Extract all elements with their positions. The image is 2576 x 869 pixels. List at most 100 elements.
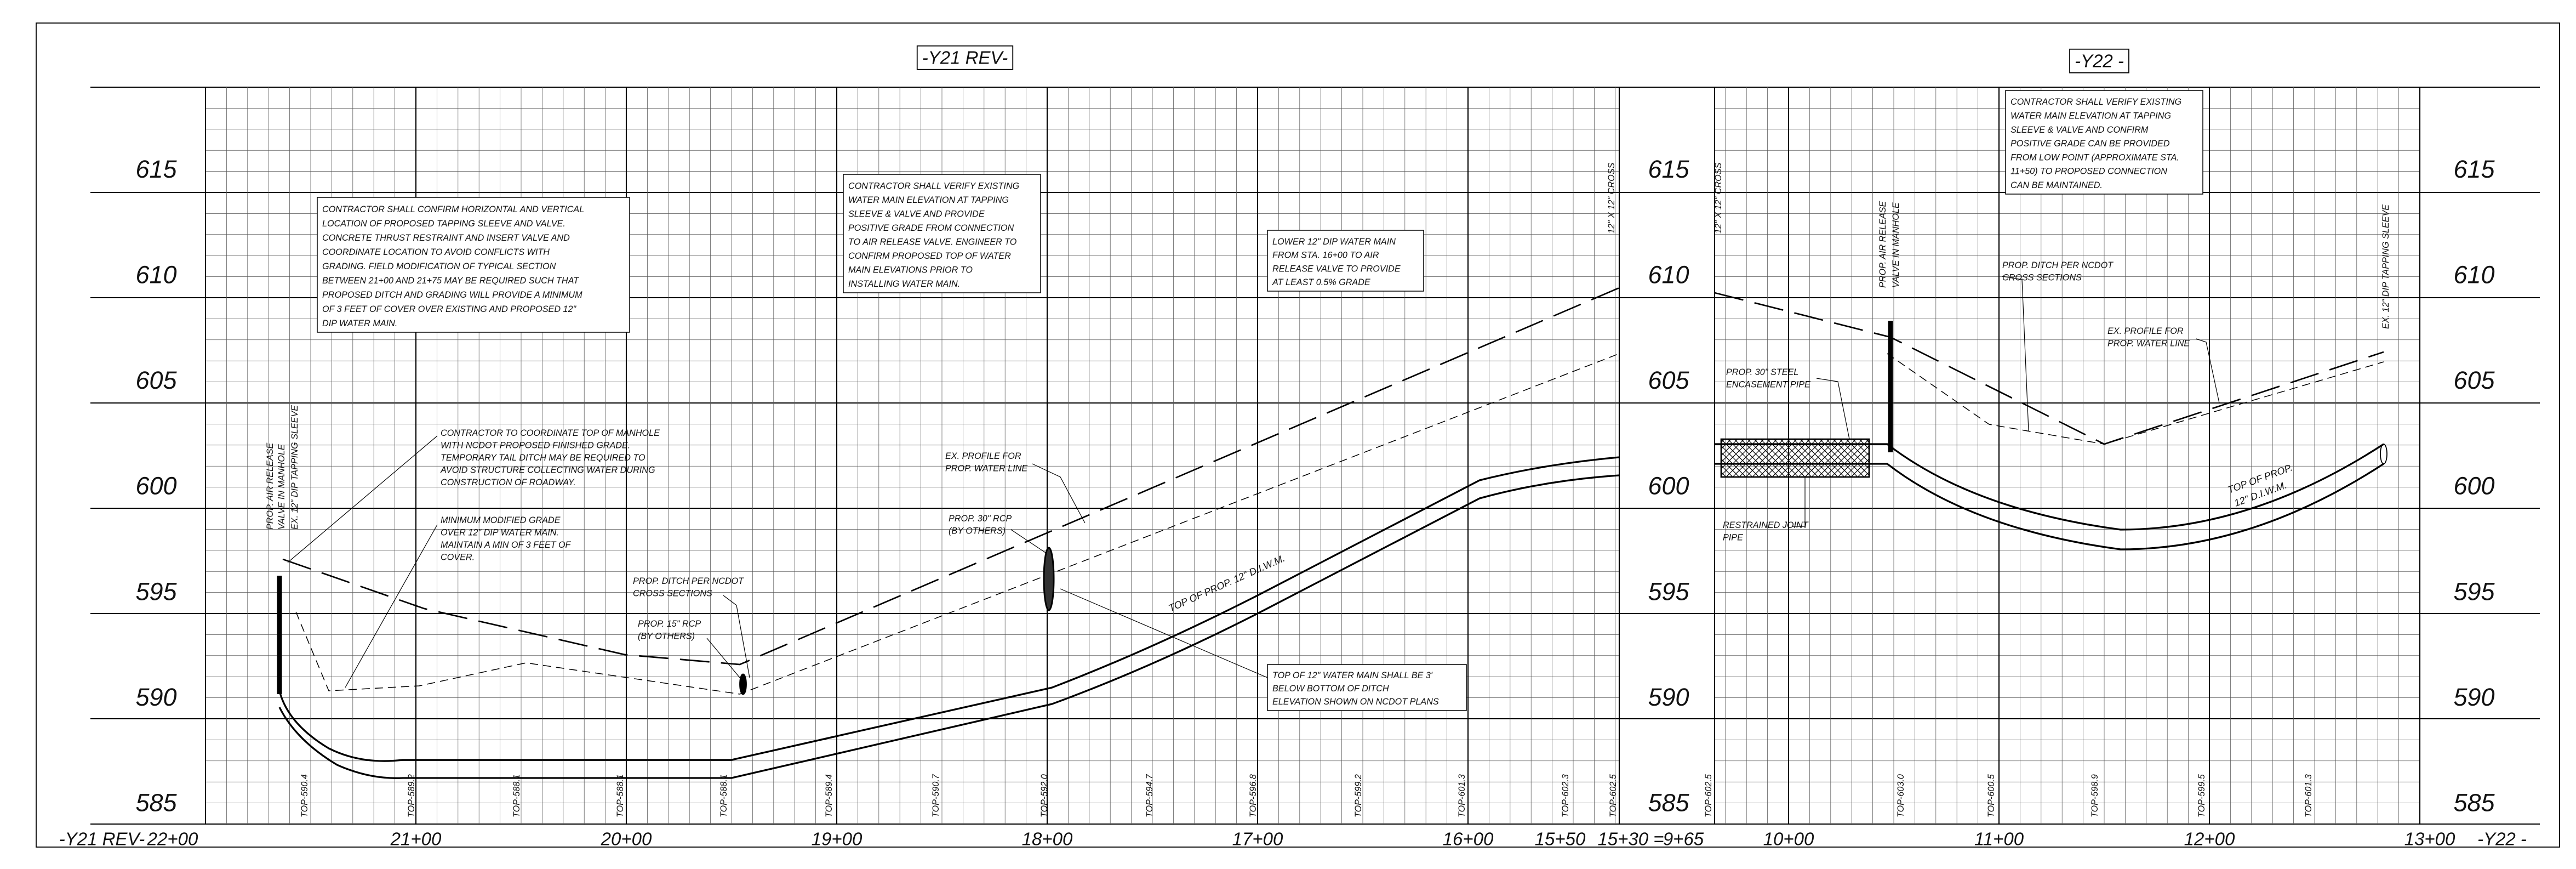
- note-line: CONTRACTOR SHALL VERIFY EXISTING: [848, 181, 1019, 191]
- top-elevation-label: TOP-602.3: [1561, 774, 1570, 817]
- note-line: PROPOSED DITCH AND GRADING WILL PROVIDE …: [322, 290, 582, 300]
- station-label: 9+65: [1663, 829, 1704, 849]
- callout-line: PROP. 30" RCP: [949, 514, 1012, 524]
- callout-line: COVER.: [441, 553, 475, 563]
- annotations: -Y21 REV- -Y22 - 615 610 605 600 595 590 585 615 6…: [59, 46, 2527, 849]
- station-label: -Y22 -: [2477, 829, 2527, 849]
- elevation-label: 605: [135, 366, 177, 394]
- elevation-label: 595: [135, 577, 177, 605]
- callout-line: PROP. DITCH PER NCDOT: [633, 576, 744, 586]
- note-line: FROM LOW POINT (APPROXIMATE STA.: [2010, 152, 2179, 162]
- callout-line: TEMPORARY TAIL DITCH MAY BE REQUIRED TO: [441, 453, 646, 463]
- top-elevation-label: TOP-592.0: [1039, 774, 1049, 817]
- leader: [1792, 477, 1805, 526]
- vertical-label: EX. 12" DIP TAPPING SLEEVE: [2381, 205, 2391, 329]
- vertical-label: PROP. AIR RELEASE: [265, 442, 275, 530]
- top-elevation-label: TOP-602.5: [1608, 774, 1618, 817]
- top-elevation-label: TOP-589.4: [824, 774, 834, 817]
- elevation-label: 585: [1648, 788, 1689, 816]
- station-label: 10+00: [1763, 829, 1814, 849]
- station-label: 16+00: [1443, 829, 1494, 849]
- note-line: TOP OF 12" WATER MAIN SHALL BE 3': [1272, 671, 1433, 680]
- drawing: -Y21 REV- -Y22 - 615 610 605 600 595 590 585 615 6…: [36, 23, 2560, 849]
- top-elevation-label: TOP-590.4: [300, 774, 310, 817]
- elevation-label: 590: [135, 683, 176, 711]
- callout-line: WITH NCDOT PROPOSED FINISHED GRADE.: [441, 441, 630, 451]
- leader: [1011, 530, 1046, 553]
- vertical-label: VALVE IN MANHOLE: [277, 444, 287, 530]
- leader: [723, 595, 750, 678]
- note-line: CAN BE MAINTAINED.: [2010, 180, 2103, 190]
- top-elevation-label: TOP-588.1: [615, 774, 625, 817]
- top-elevation-label: TOP-601.3: [2304, 774, 2314, 817]
- elevation-label: 615: [2453, 155, 2495, 183]
- note-line: OF 3 FEET OF COVER OVER EXISTING AND PRO…: [322, 304, 577, 314]
- callout-line: RESTRAINED JOINT: [1723, 520, 1809, 530]
- note-line: CONTRACTOR SHALL VERIFY EXISTING: [2010, 97, 2181, 107]
- callout-line: OVER 12" DIP WATER MAIN.: [441, 528, 559, 538]
- top-elevation-label: TOP-601.3: [1457, 774, 1467, 817]
- elevation-label: 610: [2453, 260, 2494, 288]
- vertical-label: 12" X 12" CROSS: [1607, 162, 1617, 234]
- rcp-30: [1044, 548, 1054, 610]
- top-elevation-label: TOP-588.1: [512, 774, 522, 817]
- elevation-label: 610: [135, 260, 176, 288]
- top-elevation-label: TOP-599.5: [2197, 774, 2207, 817]
- elevation-label: 610: [1648, 260, 1689, 288]
- callout-line: PROP. 30" STEEL: [1726, 367, 1798, 377]
- callout-line: CROSS SECTIONS: [2002, 273, 2082, 283]
- leader: [707, 638, 740, 678]
- top-elevation-label: TOP-598.9: [2090, 774, 2100, 817]
- station-label: 22+00: [147, 829, 198, 849]
- station-label: 15+50: [1535, 829, 1586, 849]
- note-line: ELEVATION SHOWN ON NCDOT PLANS: [1272, 697, 1439, 707]
- leader: [345, 525, 437, 688]
- note-line: CONTRACTOR SHALL CONFIRM HORIZONTAL AND …: [322, 205, 584, 214]
- steel-encasement: [1721, 439, 1869, 477]
- note-line: SLEEVE & VALVE AND PROVIDE: [848, 209, 985, 219]
- top-elevation-label: TOP-596.8: [1248, 774, 1258, 817]
- callout-line: AVOID STRUCTURE COLLECTING WATER DURING: [440, 465, 655, 475]
- note-line: 11+50) TO PROPOSED CONNECTION: [2010, 167, 2167, 177]
- vertical-label: VALVE IN MANHOLE: [1891, 202, 1901, 288]
- proposed-ditch: [1887, 354, 2384, 444]
- station-label: 20+00: [601, 829, 652, 849]
- section-title: -Y22 -: [2075, 51, 2124, 71]
- note-line: CONFIRM PROPOSED TOP OF WATER: [848, 251, 1011, 261]
- existing-profile: [1715, 293, 2384, 444]
- top-elevation-label: TOP-603.0: [1896, 774, 1906, 817]
- callout-line: (BY OTHERS): [949, 526, 1006, 536]
- callout-line: PROP. 15" RCP: [638, 619, 701, 629]
- callout-line: MAINTAIN A MIN OF 3 FEET OF: [441, 540, 572, 550]
- callout-line: EX. PROFILE FOR: [945, 451, 1021, 461]
- elevation-label: 585: [135, 788, 177, 816]
- callout-line: CONSTRUCTION OF ROADWAY.: [441, 478, 576, 487]
- note-line: POSITIVE GRADE FROM CONNECTION: [848, 223, 1014, 233]
- note-line: FROM STA. 16+00 TO AIR: [1272, 251, 1379, 260]
- station-label: 21+00: [390, 829, 442, 849]
- callout-line: ENCASEMENT PIPE: [1726, 380, 1810, 390]
- callout-line: MINIMUM MODIFIED GRADE: [441, 515, 561, 525]
- callout-line: PIPE: [1723, 533, 1743, 543]
- leader: [2002, 276, 2029, 431]
- section-title: -Y21 REV-: [922, 48, 1008, 68]
- leader: [2196, 339, 2219, 403]
- leader: [288, 436, 437, 563]
- top-elevation-label: TOP-588.1: [719, 774, 729, 817]
- elevation-label: 585: [2453, 788, 2495, 816]
- vertical-label: 12" X 12" CROSS: [1713, 162, 1723, 234]
- station-label: -Y21 REV-: [59, 829, 145, 849]
- elevation-label: 600: [135, 472, 176, 500]
- callout-line: PROP. DITCH PER NCDOT: [2002, 260, 2114, 270]
- elevation-label: 595: [1648, 577, 1689, 605]
- note-line: WATER MAIN ELEVATION AT TAPPING: [848, 195, 1009, 205]
- callout-line: PROP. WATER LINE: [2107, 339, 2190, 349]
- station-label: 11+00: [1974, 829, 2024, 849]
- elevation-label: 615: [135, 155, 177, 183]
- note-line: LOCATION OF PROPOSED TAPPING SLEEVE AND …: [322, 219, 566, 229]
- note-line: AT LEAST 0.5% GRADE: [1272, 277, 1370, 287]
- elevation-label: 600: [1648, 472, 1689, 500]
- elevation-label: 590: [1648, 683, 1689, 711]
- top-elevation-label: TOP-594.7: [1145, 774, 1155, 817]
- elevation-label: 600: [2453, 472, 2494, 500]
